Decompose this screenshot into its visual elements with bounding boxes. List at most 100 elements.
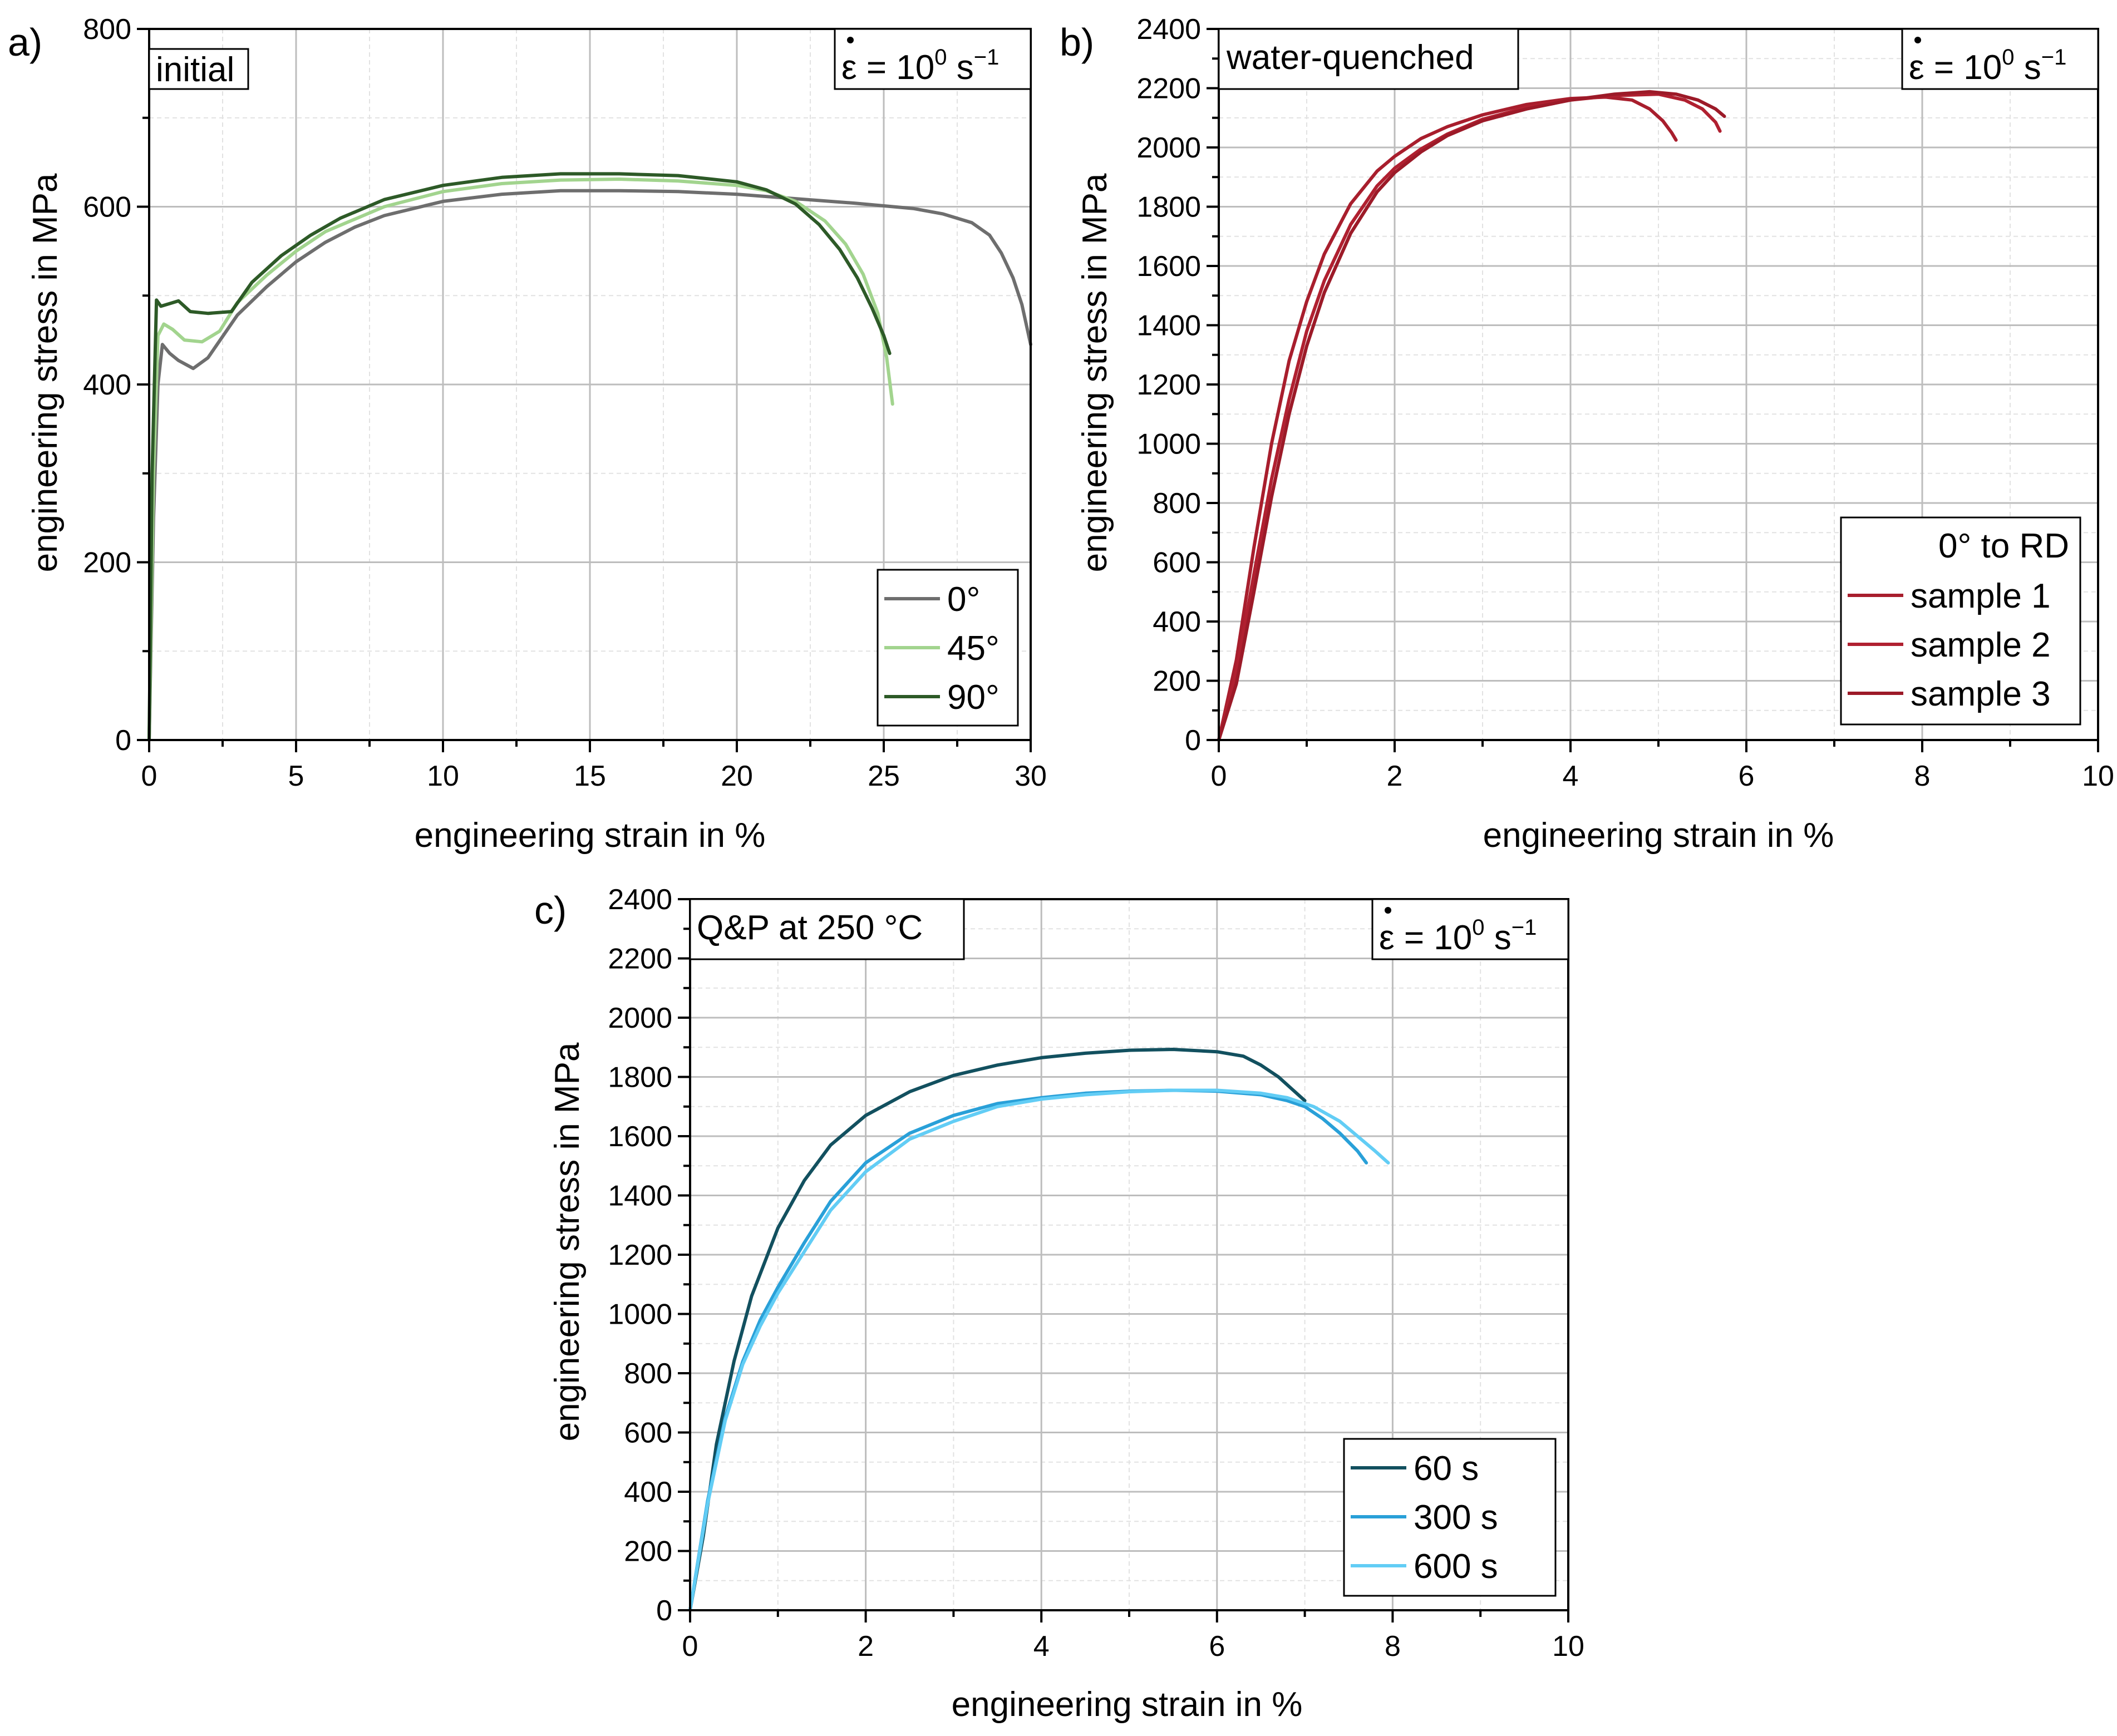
y-tick-label: 1800 xyxy=(1136,191,1201,224)
series-line-3 xyxy=(1217,90,1726,742)
x-tick-label: 8 xyxy=(1385,1630,1401,1663)
y-tick-label: 800 xyxy=(83,13,131,46)
panel-a-title: initial xyxy=(156,51,234,89)
y-tick-label: 2400 xyxy=(1136,13,1201,46)
y-tick-label: 1600 xyxy=(608,1121,672,1153)
plot-area: 0 5 10 15 20 25 30 0 200 400 600 800 xyxy=(83,13,1047,792)
panel-b-title: water-quenched xyxy=(1226,38,1474,77)
y-tick-label: 200 xyxy=(83,547,131,579)
panel-c-strain-rate-dot xyxy=(1385,907,1391,914)
y-tick-label: 2400 xyxy=(608,884,672,916)
strain-rate-equals: = 10 xyxy=(1924,48,2002,87)
legend-label-1: sample 1 xyxy=(1911,577,2051,615)
y-tick-label: 600 xyxy=(83,191,131,224)
y-tick-label: 200 xyxy=(624,1536,672,1568)
y-tick-label: 600 xyxy=(1153,547,1201,579)
panel-b-strain-rate: ε = 100 s−1 xyxy=(1909,45,2066,87)
y-tick-label: 0 xyxy=(656,1595,672,1627)
series-line-2 xyxy=(688,1088,1368,1612)
y-tick-label: 200 xyxy=(1153,665,1201,698)
y-tick-label: 600 xyxy=(624,1417,672,1449)
legend-title: 0° to RD xyxy=(1938,527,2069,565)
x-tick-label: 2 xyxy=(858,1630,874,1663)
x-tick-label: 10 xyxy=(427,760,459,792)
panel-c-title-box xyxy=(689,898,965,960)
series-line-1 xyxy=(1217,95,1678,742)
x-tick-label: 0 xyxy=(682,1630,698,1663)
y-tick-label: 800 xyxy=(624,1358,672,1390)
legend-label-3: sample 3 xyxy=(1911,675,2051,713)
legend-label-3: 600 s xyxy=(1414,1547,1498,1586)
strain-rate-equals: = 10 xyxy=(857,48,935,87)
y-tick-label: 2200 xyxy=(608,943,672,975)
y-tick-label: 1000 xyxy=(1136,428,1201,461)
legend: 0° to RD sample 1 sample 2 sample 3 xyxy=(1840,516,2081,726)
y-tick-label: 400 xyxy=(624,1476,672,1508)
panel-b-x-axis-title: engineering strain in % xyxy=(1483,816,1834,855)
y-tick-label: 1000 xyxy=(608,1299,672,1331)
strain-rate-unit-exponent: −1 xyxy=(2041,45,2067,70)
strain-rate-symbol: ε xyxy=(841,48,857,87)
strain-rate-symbol: ε xyxy=(1379,919,1395,957)
legend: 0° 45° 90° xyxy=(877,569,1019,727)
series-line-3 xyxy=(147,172,892,742)
x-tick-label: 10 xyxy=(1552,1630,1584,1663)
x-tick-label: 25 xyxy=(868,760,900,792)
y-tick-label: 2000 xyxy=(608,1002,672,1034)
panel-c-qp-250: 0 2 4 6 8 10 0 200 400 600 800 1000 1200 1400 1600 1800… xyxy=(534,884,1584,1724)
strain-rate-symbol: ε xyxy=(1909,48,1924,87)
y-tick-label: 0 xyxy=(115,724,131,757)
series-line-1 xyxy=(147,189,1032,742)
x-tick-label: 20 xyxy=(721,760,753,792)
panel-a-title-box xyxy=(148,48,249,90)
x-tick-label: 5 xyxy=(288,760,304,792)
strain-rate-equals: = 10 xyxy=(1395,919,1473,957)
x-tick-label: 30 xyxy=(1015,760,1047,792)
x-tick-label: 4 xyxy=(1033,1630,1050,1663)
panel-b-label: b) xyxy=(1060,21,1094,64)
y-tick-label: 0 xyxy=(1185,724,1201,757)
panel-c-label: c) xyxy=(534,889,567,932)
panel-a-strain-rate: ε = 100 s−1 xyxy=(841,45,999,87)
series-line-2 xyxy=(147,177,894,742)
y-tick-label: 1800 xyxy=(608,1062,672,1094)
x-tick-label: 6 xyxy=(1209,1630,1225,1663)
legend-label-1: 0° xyxy=(947,580,980,619)
x-tick-label: 6 xyxy=(1739,760,1755,792)
strain-rate-exponent: 0 xyxy=(1472,915,1484,940)
x-tick-label: 0 xyxy=(141,760,157,792)
x-tick-label: 15 xyxy=(574,760,606,792)
panel-b-title-box xyxy=(1218,28,1519,90)
strain-rate-exponent: 0 xyxy=(2002,45,2014,70)
x-tick-label: 2 xyxy=(1387,760,1403,792)
y-tick-label: 2000 xyxy=(1136,132,1201,164)
panel-c-rate-box xyxy=(1371,898,1569,960)
strain-rate-unit: s xyxy=(2015,48,2041,87)
strain-rate-unit-exponent: −1 xyxy=(1512,915,1537,940)
series-line-3 xyxy=(688,1088,1390,1612)
panel-b-water-quenched: 0 2 4 6 8 10 0 200 400 600 800 1000 1200 1400 1600 1800… xyxy=(1060,13,2114,855)
panel-c-strain-rate: ε = 100 s−1 xyxy=(1379,915,1537,957)
legend-label-2: 45° xyxy=(947,629,1000,668)
y-tick-label: 1400 xyxy=(1136,310,1201,342)
x-tick-label: 4 xyxy=(1563,760,1579,792)
panel-c-y-axis-title: engineering stress in MPa xyxy=(548,1042,587,1441)
y-tick-label: 1400 xyxy=(608,1180,672,1212)
panel-a-initial: 0 5 10 15 20 25 30 0 200 400 600 800 a) engineering… xyxy=(8,13,1047,855)
x-tick-label: 8 xyxy=(1914,760,1931,792)
strain-rate-exponent: 0 xyxy=(934,45,947,70)
strain-rate-unit: s xyxy=(1485,919,1512,957)
plot-area: 0 2 4 6 8 10 0 200 400 600 800 1000 1200 1400 1600 1800… xyxy=(1136,13,2114,792)
series-line-2 xyxy=(1217,92,1722,742)
y-tick-label: 1200 xyxy=(608,1239,672,1271)
x-tick-label: 0 xyxy=(1211,760,1227,792)
legend-label-3: 90° xyxy=(947,678,1000,717)
legend-box xyxy=(1840,516,2081,726)
legend-label-2: sample 2 xyxy=(1911,626,2051,664)
panel-a-y-axis-title: engineering stress in MPa xyxy=(26,173,65,572)
panel-c-title: Q&P at 250 °C xyxy=(697,909,923,947)
panel-b-y-axis-title: engineering stress in MPa xyxy=(1076,173,1114,572)
panel-c-x-axis-title: engineering strain in % xyxy=(952,1685,1303,1724)
